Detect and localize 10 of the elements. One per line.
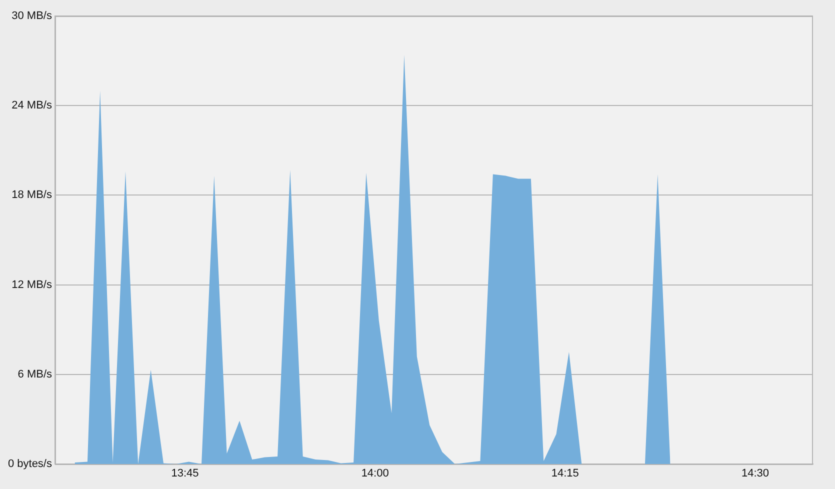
x-tick-label: 14:00 — [361, 468, 389, 480]
x-tick-label: 14:15 — [551, 468, 579, 480]
y-tick-label: 18 MB/s — [12, 189, 52, 202]
y-tick-label: 30 MB/s — [12, 10, 52, 22]
y-tick-label: 12 MB/s — [12, 278, 52, 291]
x-tick-label: 14:30 — [741, 468, 769, 480]
y-tick-label: 24 MB/s — [12, 100, 52, 112]
y-tick-label: 0 bytes/s — [8, 458, 52, 470]
x-tick-label: 13:45 — [171, 468, 199, 480]
y-tick-label: 6 MB/s — [18, 368, 52, 380]
